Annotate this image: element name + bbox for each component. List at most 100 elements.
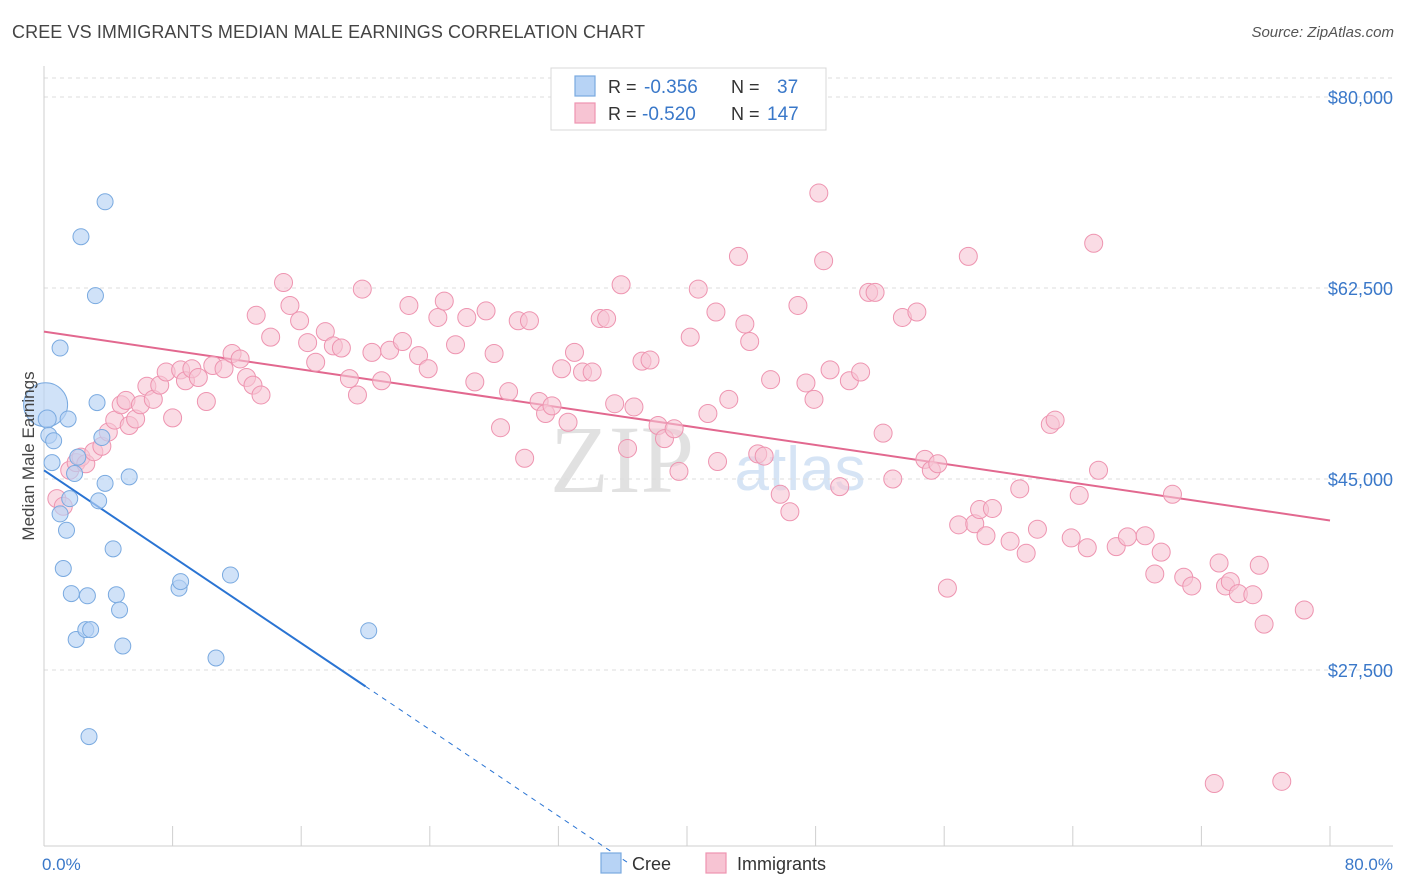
- point-cree: [80, 728, 98, 746]
- point-immigrants: [883, 469, 903, 489]
- y-tick-label: $62,500: [1328, 279, 1393, 299]
- point-cree: [120, 468, 138, 486]
- point-immigrants: [552, 359, 572, 379]
- point-immigrants: [457, 307, 477, 327]
- point-immigrants: [434, 291, 454, 311]
- point-immigrants: [392, 331, 412, 351]
- point-immigrants: [280, 295, 300, 315]
- point-immigrants: [352, 279, 372, 299]
- point-immigrants: [907, 302, 927, 322]
- point-immigrants: [290, 311, 310, 331]
- point-immigrants: [491, 418, 511, 438]
- point-immigrants: [788, 295, 808, 315]
- point-immigrants: [688, 279, 708, 299]
- point-cree: [114, 637, 132, 655]
- y-tick-label: $45,000: [1328, 470, 1393, 490]
- point-immigrants: [1084, 233, 1104, 253]
- point-cree: [45, 432, 63, 450]
- point-immigrants: [306, 352, 326, 372]
- point-cree: [54, 559, 72, 577]
- point-immigrants: [1027, 519, 1047, 539]
- legend-n-value-immigrants: 147: [767, 104, 799, 125]
- point-immigrants: [1249, 555, 1269, 575]
- point-immigrants: [770, 484, 790, 504]
- x-tick-label-max: 80.0%: [1345, 855, 1393, 874]
- point-immigrants: [428, 307, 448, 327]
- point-immigrants: [315, 322, 335, 342]
- point-cree: [72, 228, 90, 246]
- point-cree: [61, 490, 79, 508]
- point-immigrants: [347, 385, 367, 405]
- point-immigrants: [796, 373, 816, 393]
- point-cree: [66, 465, 84, 483]
- point-immigrants: [958, 246, 978, 266]
- point-immigrants: [669, 461, 689, 481]
- point-immigrants: [1077, 538, 1097, 558]
- point-immigrants: [1145, 564, 1165, 584]
- point-cree: [96, 474, 114, 492]
- y-tick-label: $27,500: [1328, 661, 1393, 681]
- point-immigrants: [640, 350, 660, 370]
- point-cree: [221, 566, 239, 584]
- bottom-legend-swatch-immigrants: [705, 852, 727, 874]
- bottom-legend-swatch-cree: [600, 852, 622, 874]
- point-immigrants: [1162, 484, 1182, 504]
- point-immigrants: [196, 392, 216, 412]
- point-immigrants: [611, 275, 631, 295]
- legend-swatch-immigrants: [574, 102, 596, 124]
- legend-n-label-cree: N =: [731, 77, 760, 97]
- point-immigrants: [484, 343, 504, 363]
- legend-r-value-immigrants: -0.520: [642, 104, 696, 125]
- point-immigrants: [1010, 479, 1030, 499]
- point-immigrants: [761, 370, 781, 390]
- point-immigrants: [1151, 542, 1171, 562]
- point-cree: [78, 587, 96, 605]
- point-cree: [51, 505, 69, 523]
- point-cree: [207, 649, 225, 667]
- point-immigrants: [1061, 528, 1081, 548]
- point-immigrants: [251, 385, 271, 405]
- point-immigrants: [735, 314, 755, 334]
- point-immigrants: [1204, 774, 1224, 794]
- scatter-points: [23, 183, 1314, 794]
- point-immigrants: [851, 362, 871, 382]
- point-immigrants: [1209, 553, 1229, 573]
- point-immigrants: [499, 382, 519, 402]
- point-immigrants: [928, 454, 948, 474]
- point-cree: [88, 394, 106, 412]
- point-cree: [104, 540, 122, 558]
- bottom-legend: Cree Immigrants: [600, 852, 826, 874]
- point-immigrants: [399, 295, 419, 315]
- point-immigrants: [331, 338, 351, 358]
- point-cree: [58, 521, 76, 539]
- point-immigrants: [1089, 460, 1109, 480]
- point-immigrants: [230, 349, 250, 369]
- point-cree: [172, 573, 190, 591]
- point-immigrants: [708, 452, 728, 472]
- point-immigrants: [465, 372, 485, 392]
- point-cree: [69, 448, 87, 466]
- point-immigrants: [188, 367, 208, 387]
- point-immigrants: [1254, 614, 1274, 634]
- point-immigrants: [582, 362, 602, 382]
- point-immigrants: [418, 359, 438, 379]
- point-cree: [360, 622, 378, 640]
- point-immigrants: [698, 404, 718, 424]
- legend-r-label-cree: R =: [608, 77, 637, 97]
- point-immigrants: [728, 246, 748, 266]
- point-immigrants: [618, 438, 638, 458]
- point-immigrants: [274, 273, 294, 293]
- point-immigrants: [362, 342, 382, 362]
- point-cree: [107, 586, 125, 604]
- point-immigrants: [680, 327, 700, 347]
- point-immigrants: [1016, 543, 1036, 563]
- point-cree: [93, 429, 111, 447]
- point-immigrants: [605, 394, 625, 414]
- point-immigrants: [542, 396, 562, 416]
- point-immigrants: [1243, 585, 1263, 605]
- trend-line-cree-dashed: [365, 685, 632, 866]
- point-immigrants: [664, 419, 684, 439]
- y-tick-label: $80,000: [1328, 88, 1393, 108]
- bottom-legend-label-cree: Cree: [632, 854, 671, 874]
- point-immigrants: [1117, 527, 1137, 547]
